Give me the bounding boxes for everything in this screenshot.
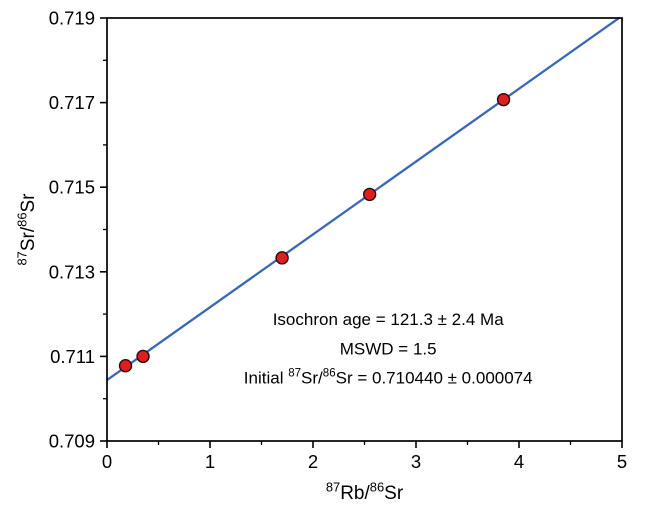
data-point (275, 251, 289, 265)
y-axis-title: 87Sr/86Sr (14, 193, 39, 266)
x-tick-label: 5 (617, 451, 627, 472)
x-tick-label: 2 (308, 451, 318, 472)
y-tick-label: 0.709 (49, 431, 95, 452)
annotation-line: Initial 87Sr/86Sr = 0.710440 ± 0.000074 (244, 368, 533, 388)
data-point (362, 187, 377, 202)
y-axis: 0.709 0.711 0.713 0.715 0.717 0.719 (49, 8, 107, 452)
data-points (118, 92, 511, 373)
x-axis-title: 87Rb/86Sr (326, 479, 404, 504)
x-tick-label: 1 (205, 451, 215, 472)
x-tick-label: 3 (411, 451, 421, 472)
y-tick-label: 0.715 (49, 177, 95, 198)
results-annotation: Isochron age = 121.3 ± 2.4 Ma MSWD = 1.5 I… (244, 310, 533, 387)
x-axis: 0 1 2 3 4 5 (102, 441, 627, 472)
data-point (136, 349, 150, 364)
annotation-line: MSWD = 1.5 (340, 339, 437, 358)
data-point (118, 359, 133, 373)
data-point (496, 92, 511, 107)
y-tick-label: 0.717 (49, 92, 95, 113)
y-tick-label: 0.719 (49, 8, 95, 29)
y-tick-label: 0.713 (49, 261, 95, 282)
annotation-line: Isochron age = 121.3 ± 2.4 Ma (273, 310, 504, 329)
y-tick-label: 0.711 (50, 346, 95, 367)
x-tick-label: 4 (514, 451, 524, 472)
x-tick-label: 0 (102, 451, 112, 472)
